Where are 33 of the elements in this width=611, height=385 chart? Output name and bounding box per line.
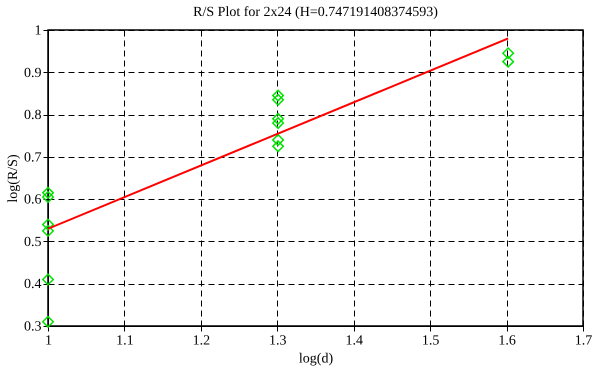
point bbox=[502, 47, 514, 60]
point bbox=[42, 224, 54, 237]
x-tick-label: 1.3 bbox=[269, 334, 287, 348]
point bbox=[272, 117, 284, 130]
point bbox=[42, 218, 54, 231]
point bbox=[272, 134, 284, 146]
y-tick-label: 0.6 bbox=[24, 192, 42, 208]
x-tick-label: 1.7 bbox=[574, 334, 592, 348]
point bbox=[42, 273, 54, 286]
y-tick-label: 0.4 bbox=[24, 277, 42, 292]
x-tick-label: 1 bbox=[45, 334, 52, 348]
chart-title: R/S Plot for 2x24 (H=0.747191408374593) bbox=[193, 5, 438, 20]
point bbox=[502, 56, 514, 68]
point bbox=[272, 94, 284, 106]
y-tick-label: 0.3 bbox=[24, 320, 42, 334]
point bbox=[272, 140, 284, 152]
x-tick-label: 1.4 bbox=[345, 334, 363, 348]
x-tick-label: 1.2 bbox=[192, 334, 210, 348]
y-tick-label: 0.7 bbox=[24, 150, 42, 166]
y-tick-label: 0.5 bbox=[24, 234, 42, 250]
point bbox=[272, 90, 284, 102]
y-tick-label: 1 bbox=[34, 24, 42, 38]
x-axis-title: log(d) bbox=[298, 352, 334, 366]
point bbox=[272, 112, 284, 125]
x-tick-label: 1.1 bbox=[116, 334, 134, 348]
x-tick-label: 1.5 bbox=[422, 334, 440, 348]
y-tick-label: 0.8 bbox=[24, 108, 42, 124]
point bbox=[42, 316, 54, 328]
point bbox=[42, 186, 54, 199]
y-tick-label: 0.9 bbox=[24, 66, 42, 81]
y-axis-title: log(R/S) bbox=[6, 154, 21, 203]
point bbox=[42, 191, 54, 204]
x-tick-label: 1.6 bbox=[498, 334, 516, 348]
